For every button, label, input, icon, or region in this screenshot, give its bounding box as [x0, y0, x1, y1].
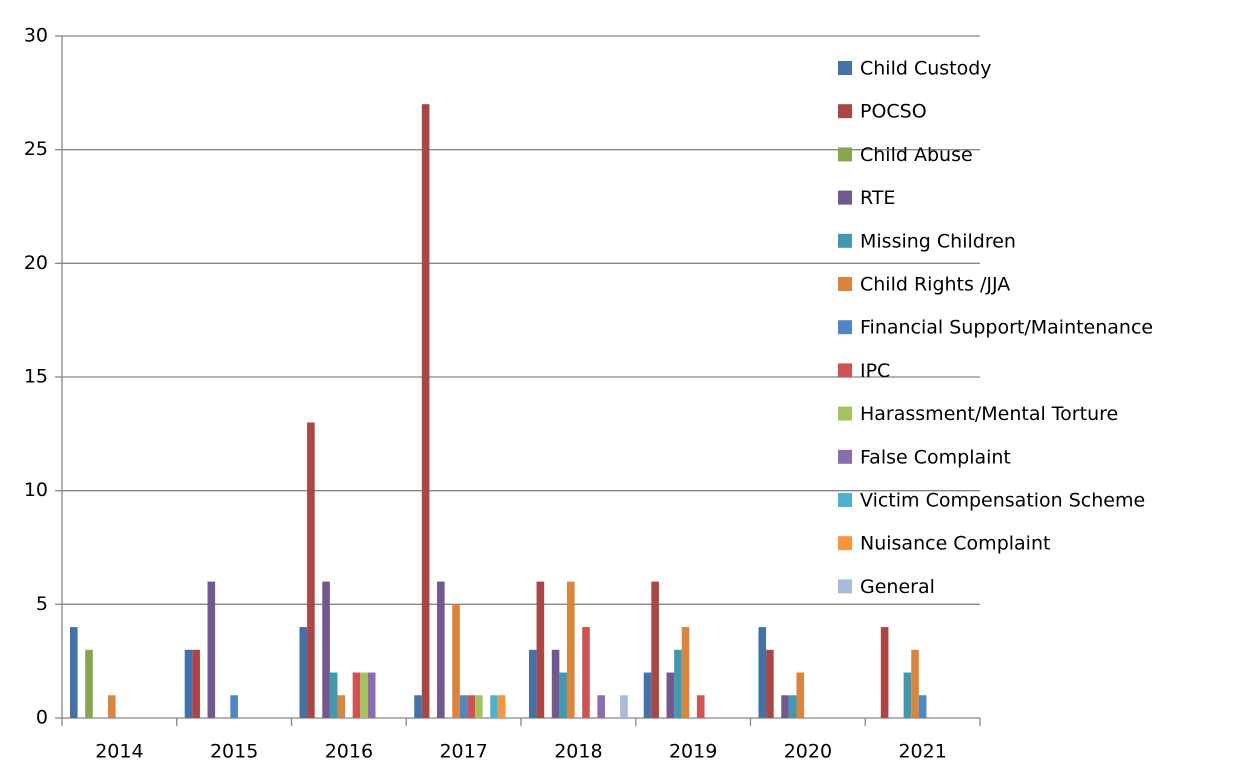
legend-label: Harassment/Mental Torture: [860, 403, 1118, 425]
bar: [758, 627, 767, 718]
x-tick-label: 2016: [325, 741, 373, 763]
bar: [69, 627, 78, 718]
bar: [352, 672, 361, 718]
bar: [643, 672, 652, 718]
legend-swatch: [838, 406, 852, 421]
bar: [490, 695, 498, 718]
legend-label: Victim Compensation Scheme: [860, 490, 1145, 512]
bar: [620, 695, 628, 718]
legend-swatch: [838, 320, 852, 335]
bar: [696, 695, 705, 718]
legend-swatch: [838, 233, 852, 248]
bar: [307, 422, 315, 718]
bar: [459, 695, 468, 718]
bar: [536, 581, 545, 718]
legend-label: Child Rights /JJA: [860, 274, 1010, 296]
bar: [421, 104, 430, 718]
legend-swatch: [838, 147, 852, 162]
legend-label: RTE: [860, 187, 895, 209]
x-tick-label: 2019: [669, 741, 717, 763]
bar: [766, 649, 774, 718]
bar: [918, 695, 927, 718]
legend-swatch: [838, 449, 852, 464]
y-tick-label: 30: [24, 25, 48, 47]
legend-swatch: [838, 493, 852, 507]
y-tick-label: 25: [24, 138, 48, 160]
legend-label: False Complaint: [860, 446, 1011, 468]
bar: [360, 672, 368, 718]
bar: [796, 672, 805, 718]
y-tick-label: 5: [36, 593, 48, 615]
legend-swatch: [838, 104, 852, 119]
bar: [559, 672, 567, 718]
legend-label: Nuisance Complaint: [860, 533, 1050, 555]
x-tick-label: 2018: [554, 741, 602, 763]
legend-label: POCSO: [860, 101, 927, 123]
bar: [681, 627, 690, 718]
legend-label: IPC: [860, 360, 890, 382]
y-tick-label: 15: [24, 366, 48, 388]
bar: [367, 672, 376, 718]
y-tick-label: 0: [36, 707, 48, 729]
legend-swatch: [838, 363, 852, 378]
legend-label: Missing Children: [860, 230, 1016, 252]
bar: [674, 649, 682, 718]
bar: [781, 695, 789, 718]
bar: [582, 627, 590, 718]
bar: [85, 649, 93, 718]
x-tick-label: 2017: [439, 741, 487, 763]
bar: [192, 649, 200, 718]
bar: [551, 649, 560, 718]
bar: [880, 627, 889, 718]
legend-swatch: [838, 61, 852, 75]
bar: [566, 581, 575, 718]
bar: [597, 695, 605, 718]
bar: [299, 627, 308, 718]
legend-label: Child Custody: [860, 58, 992, 80]
legend-swatch: [838, 277, 852, 291]
x-tick-label: 2021: [898, 741, 946, 763]
legend-swatch: [838, 536, 852, 551]
bar: [452, 604, 460, 718]
legend-label: Child Abuse: [860, 144, 973, 166]
x-tick-label: 2014: [95, 741, 143, 763]
bar: [414, 695, 422, 718]
bar: [475, 695, 483, 718]
bar: [329, 672, 338, 718]
bar: [651, 581, 659, 718]
bar: [788, 695, 797, 718]
bar: [903, 672, 912, 718]
y-tick-label: 10: [24, 479, 48, 501]
legend-label: Financial Support/Maintenance: [860, 317, 1153, 339]
bar: [337, 695, 346, 718]
bar: [666, 672, 675, 718]
legend-swatch: [838, 579, 852, 594]
bar: [528, 649, 537, 718]
bar: [437, 581, 445, 718]
y-tick-label: 20: [24, 252, 48, 274]
bar: [322, 581, 330, 718]
bar: [911, 649, 919, 718]
bar: [497, 695, 506, 718]
bar: [207, 581, 216, 718]
bar: [184, 649, 193, 718]
bar: [107, 695, 116, 718]
x-tick-label: 2015: [210, 741, 258, 763]
bar: [467, 695, 476, 718]
legend-label: General: [860, 576, 935, 598]
x-tick-label: 2020: [784, 741, 832, 763]
legend-swatch: [838, 190, 852, 205]
bar: [230, 695, 238, 718]
